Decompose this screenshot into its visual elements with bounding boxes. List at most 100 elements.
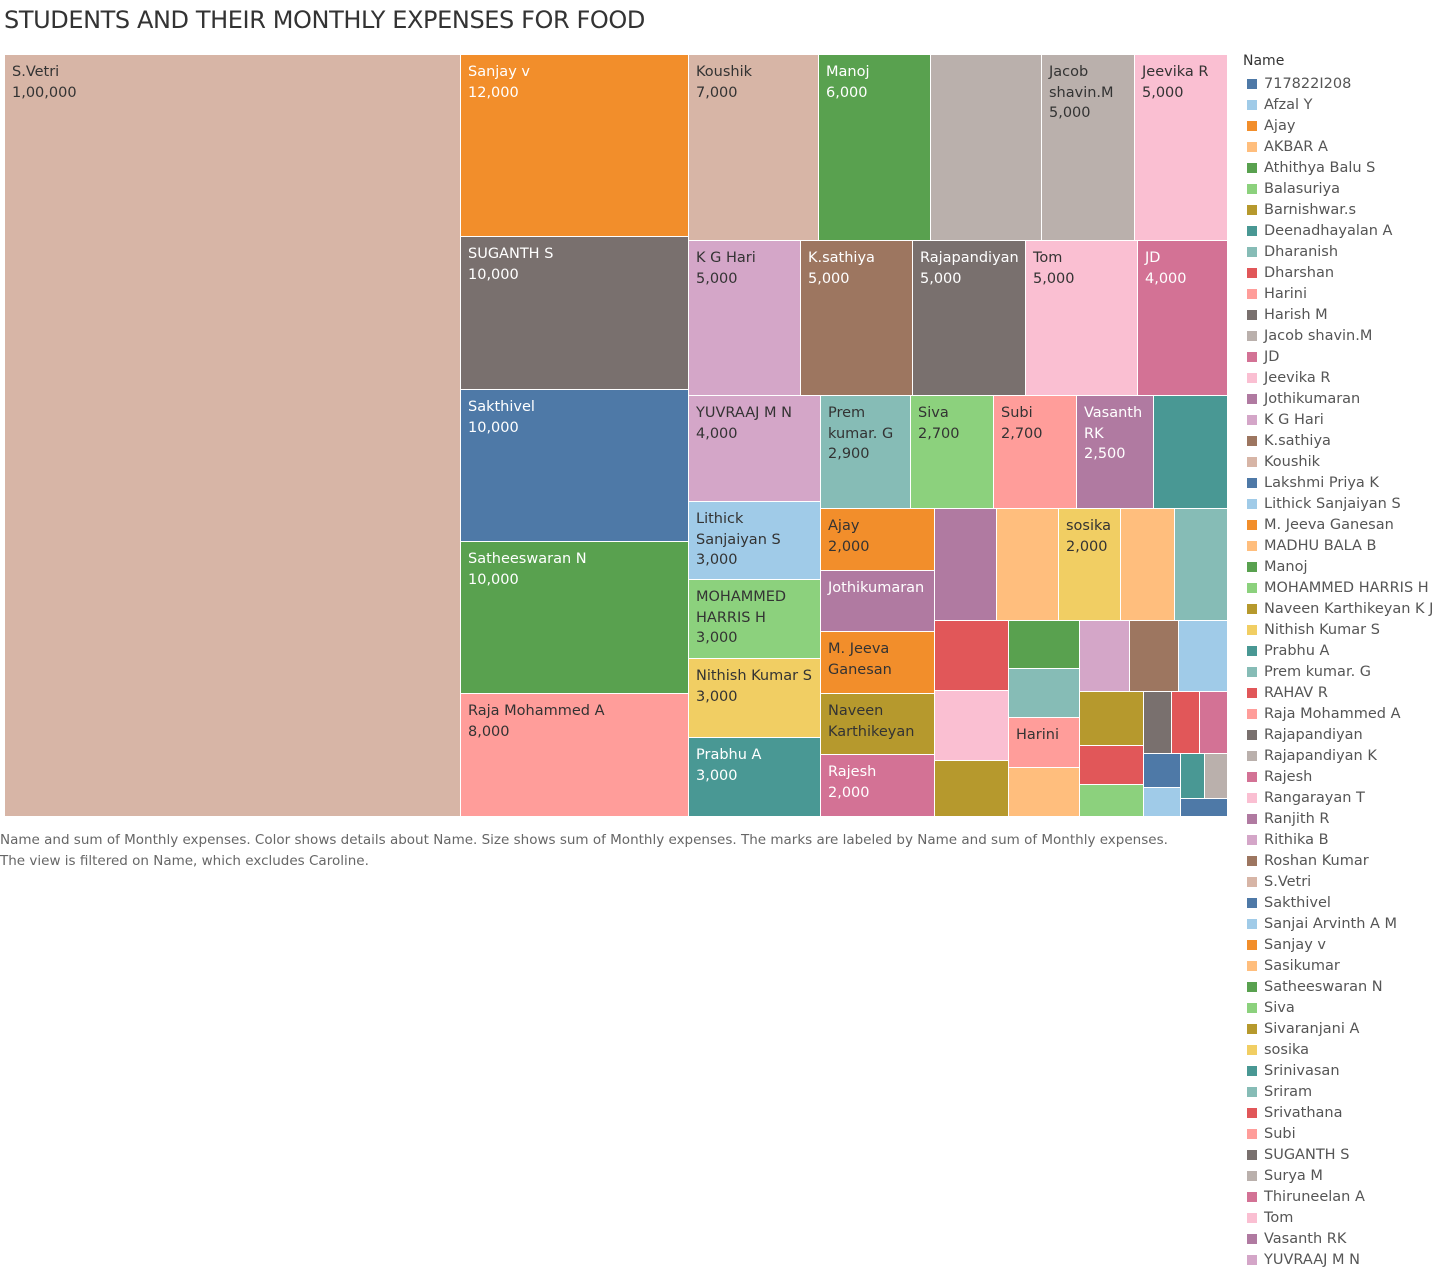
legend-item-mohammed-harris-h[interactable]: MOHAMMED HARRIS H xyxy=(1247,577,1434,598)
legend-item-sasikumar[interactable]: Sasikumar xyxy=(1247,955,1434,976)
treemap-tile-sosika[interactable]: sosika 2,000 xyxy=(1059,509,1121,621)
treemap-tile-athithya-balu-s[interactable] xyxy=(1009,621,1080,669)
treemap-tile-k-sathiya[interactable]: K.sathiya 5,000 xyxy=(801,241,913,396)
treemap-tile-roshan-kumar[interactable] xyxy=(1130,621,1179,692)
treemap-tile-ranjith-r[interactable] xyxy=(935,509,997,621)
treemap-tile-sasikumar[interactable] xyxy=(1009,768,1080,817)
legend-item-raja-mohammed-a[interactable]: Raja Mohammed A xyxy=(1247,703,1434,724)
treemap-tile-ajay[interactable]: Ajay 2,000 xyxy=(821,509,935,571)
treemap-tile-rajesh[interactable]: Rajesh 2,000 xyxy=(821,755,935,817)
treemap-tile-rajapandiyan[interactable]: Rajapandiyan 5,000 xyxy=(913,241,1026,396)
legend-item-harini[interactable]: Harini xyxy=(1247,283,1434,304)
treemap-tile-satheeswaran-n[interactable]: Satheeswaran N 10,000 xyxy=(461,542,689,694)
treemap-tile-srinivasan[interactable] xyxy=(1154,396,1228,509)
legend-item-deenadhayalan-a[interactable]: Deenadhayalan A xyxy=(1247,220,1434,241)
legend-item-siva[interactable]: Siva xyxy=(1247,997,1434,1018)
treemap-tile-dharshan[interactable] xyxy=(935,621,1009,691)
legend-item-jd[interactable]: JD xyxy=(1247,346,1434,367)
treemap-tile-raja-mohammed-a[interactable]: Raja Mohammed A 8,000 xyxy=(461,694,689,817)
legend-item-jothikumaran[interactable]: Jothikumaran xyxy=(1247,388,1434,409)
treemap-tile-suganth-s[interactable]: SUGANTH S 10,000 xyxy=(461,237,689,390)
treemap-tile-mohammed-harris-h[interactable]: MOHAMMED HARRIS H 3,000 xyxy=(689,580,821,659)
legend-item-ajay[interactable]: Ajay xyxy=(1247,115,1434,136)
treemap-tile-nithish-kumar-s[interactable]: Nithish Kumar S 3,000 xyxy=(689,659,821,738)
legend-item-k-sathiya[interactable]: K.sathiya xyxy=(1247,430,1434,451)
legend-item-naveen-karthikeyan-k-j[interactable]: Naveen Karthikeyan K J xyxy=(1247,598,1434,619)
treemap-tile-barnishwar-s[interactable] xyxy=(1080,692,1144,746)
treemap-tile-deenadhayalan-a[interactable] xyxy=(1181,754,1205,799)
treemap-tile-rajapandiyan-k[interactable] xyxy=(931,55,1042,241)
legend-item-yuvraaj-m-n[interactable]: YUVRAAJ M N xyxy=(1247,1249,1434,1270)
treemap-tile-sriram[interactable] xyxy=(1009,669,1080,718)
treemap-tile-rangarayan-t[interactable] xyxy=(935,691,1009,761)
legend-item-sriram[interactable]: Sriram xyxy=(1247,1081,1434,1102)
treemap-tile-afzal-y[interactable] xyxy=(1144,788,1181,817)
treemap-tile-manoj[interactable]: Manoj 6,000 xyxy=(819,55,931,241)
treemap-tile-harish-m[interactable] xyxy=(1144,692,1172,754)
legend-item-vasanth-rk[interactable]: Vasanth RK xyxy=(1247,1228,1434,1249)
treemap-tile-jacob-shavin-m[interactable]: Jacob shavin.M 5,000 xyxy=(1042,55,1135,241)
treemap-tile-tom[interactable]: Tom 5,000 xyxy=(1026,241,1138,396)
legend-item-rajapandiyan-k[interactable]: Rajapandiyan K xyxy=(1247,745,1434,766)
legend-item-srivathana[interactable]: Srivathana xyxy=(1247,1102,1434,1123)
treemap-tile-717822i208[interactable] xyxy=(1181,799,1228,817)
treemap-tile-lithick-sanjaiyan-s[interactable]: Lithick Sanjaiyan S 3,000 xyxy=(689,502,821,580)
legend-item-balasuriya[interactable]: Balasuriya xyxy=(1247,178,1434,199)
legend-item-sanjay-v[interactable]: Sanjay v xyxy=(1247,934,1434,955)
legend-item-afzal-y[interactable]: Afzal Y xyxy=(1247,94,1434,115)
treemap-tile-dharanish[interactable] xyxy=(1175,509,1228,621)
legend-item-athithya-balu-s[interactable]: Athithya Balu S xyxy=(1247,157,1434,178)
treemap-tile-akbar-a[interactable] xyxy=(997,509,1059,621)
legend-item-lithick-sanjaiyan-s[interactable]: Lithick Sanjaiyan S xyxy=(1247,493,1434,514)
treemap-tile-k-g-hari[interactable]: K G Hari 5,000 xyxy=(689,241,801,396)
legend-item-dharanish[interactable]: Dharanish xyxy=(1247,241,1434,262)
legend-item-sanjai-arvinth-a-m[interactable]: Sanjai Arvinth A M xyxy=(1247,913,1434,934)
legend-item-rahav-r[interactable]: RAHAV R xyxy=(1247,682,1434,703)
treemap-tile-sivaranjani-a[interactable] xyxy=(935,761,1009,817)
legend-item-harish-m[interactable]: Harish M xyxy=(1247,304,1434,325)
treemap-tile-jeevika-r[interactable]: Jeevika R 5,000 xyxy=(1135,55,1228,241)
legend-item-dharshan[interactable]: Dharshan xyxy=(1247,262,1434,283)
treemap-tile-koushik[interactable]: Koushik 7,000 xyxy=(689,55,819,241)
legend-item-k-g-hari[interactable]: K G Hari xyxy=(1247,409,1434,430)
legend-item-jeevika-r[interactable]: Jeevika R xyxy=(1247,367,1434,388)
treemap-tile-harini[interactable]: Harini xyxy=(1009,718,1080,768)
treemap-tile-madhu-bala-b[interactable] xyxy=(1121,509,1175,621)
treemap-tile-sanjay-v[interactable]: Sanjay v 12,000 xyxy=(461,55,689,237)
treemap-tile-thiruneelan-a[interactable] xyxy=(1200,692,1228,754)
legend-item-ranjith-r[interactable]: Ranjith R xyxy=(1247,808,1434,829)
legend-item-tom[interactable]: Tom xyxy=(1247,1207,1434,1228)
treemap-tile-srivathana[interactable] xyxy=(1172,692,1200,754)
legend-item-prabhu-a[interactable]: Prabhu A xyxy=(1247,640,1434,661)
legend-item-akbar-a[interactable]: AKBAR A xyxy=(1247,136,1434,157)
treemap-tile-surya-m[interactable] xyxy=(1205,754,1228,799)
treemap-tile-sakthivel[interactable]: Sakthivel 10,000 xyxy=(461,390,689,542)
treemap-tile-balasuriya[interactable] xyxy=(1080,785,1144,817)
legend-item-manoj[interactable]: Manoj xyxy=(1247,556,1434,577)
legend-item-sakthivel[interactable]: Sakthivel xyxy=(1247,892,1434,913)
legend-item-jacob-shavin-m[interactable]: Jacob shavin.M xyxy=(1247,325,1434,346)
legend-item-s-vetri[interactable]: S.Vetri xyxy=(1247,871,1434,892)
legend-item-satheeswaran-n[interactable]: Satheeswaran N xyxy=(1247,976,1434,997)
legend-item-prem-kumar-g[interactable]: Prem kumar. G xyxy=(1247,661,1434,682)
legend-item-barnishwar-s[interactable]: Barnishwar.s xyxy=(1247,199,1434,220)
legend-item-rajapandiyan[interactable]: Rajapandiyan xyxy=(1247,724,1434,745)
legend-item-srinivasan[interactable]: Srinivasan xyxy=(1247,1060,1434,1081)
treemap-tile-vasanth-rk[interactable]: Vasanth RK 2,500 xyxy=(1077,396,1154,509)
treemap-tile-sanjai-arvinth-a-m[interactable] xyxy=(1179,621,1228,692)
treemap-tile-jd[interactable]: JD 4,000 xyxy=(1138,241,1228,396)
legend-item-nithish-kumar-s[interactable]: Nithish Kumar S xyxy=(1247,619,1434,640)
legend-item-rithika-b[interactable]: Rithika B xyxy=(1247,829,1434,850)
legend-item-madhu-bala-b[interactable]: MADHU BALA B xyxy=(1247,535,1434,556)
legend-item-sivaranjani-a[interactable]: Sivaranjani A xyxy=(1247,1018,1434,1039)
legend-item-surya-m[interactable]: Surya M xyxy=(1247,1165,1434,1186)
legend-item-717822i208[interactable]: 717822I208 xyxy=(1247,73,1434,94)
treemap-tile-prem-kumar-g[interactable]: Prem kumar. G 2,900 xyxy=(821,396,911,509)
legend-item-rangarayan-t[interactable]: Rangarayan T xyxy=(1247,787,1434,808)
legend-item-thiruneelan-a[interactable]: Thiruneelan A xyxy=(1247,1186,1434,1207)
legend-item-subi[interactable]: Subi xyxy=(1247,1123,1434,1144)
treemap-tile-prabhu-a[interactable]: Prabhu A 3,000 xyxy=(689,738,821,817)
legend-item-rajesh[interactable]: Rajesh xyxy=(1247,766,1434,787)
legend-item-roshan-kumar[interactable]: Roshan Kumar xyxy=(1247,850,1434,871)
treemap-tile-s-vetri[interactable]: S.Vetri 1,00,000 xyxy=(5,55,461,817)
